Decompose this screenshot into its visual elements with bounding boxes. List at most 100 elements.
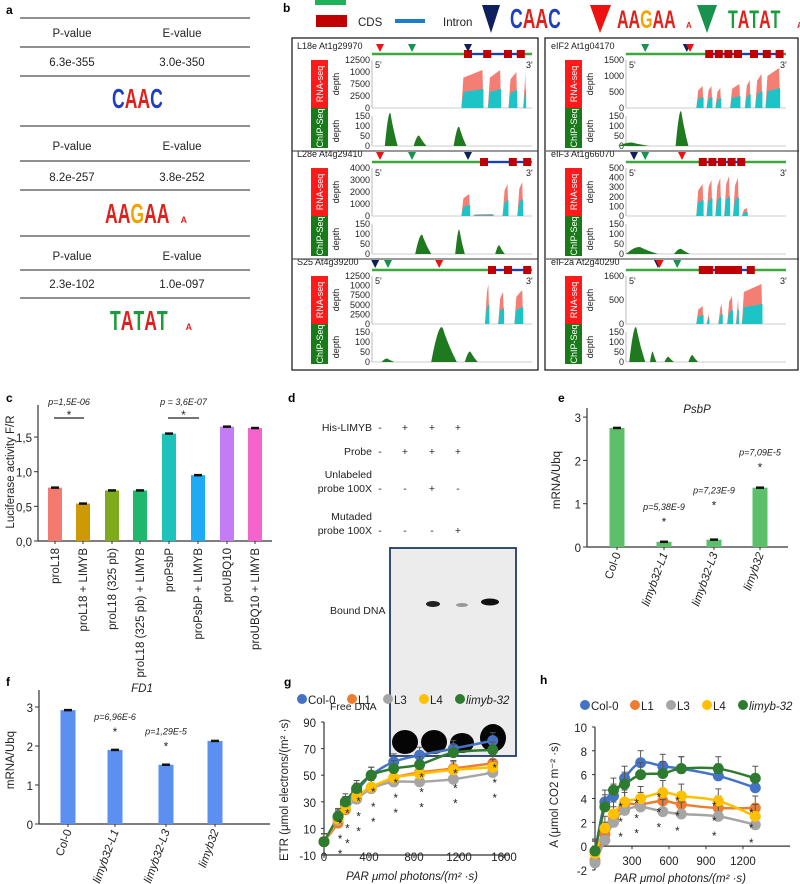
rna-coverage-unique [724,196,731,216]
y-tick-label: 0 [575,543,581,555]
rna-coverage-unique [523,88,527,108]
data-point [749,819,761,831]
rna-tick-label: 2500 [350,309,370,319]
motif-marker-icon [464,152,472,160]
data-point [619,804,631,816]
x-tick-label: 1200 [730,856,756,868]
rna-tick-label: 5000 [350,300,370,310]
rna-tick-label: 12500 [345,55,370,65]
motif-marker-icon [641,44,650,52]
chip-seq-label-block [565,216,582,256]
chip-depth-label: depth [585,228,595,251]
rna-tick-label: 1000 [350,67,370,77]
x-tick-label: proPsbP [164,548,176,592]
significance-star: * [758,463,763,475]
significance-star: * [356,796,361,808]
data-point [749,772,761,784]
data-point [339,796,351,808]
chip-peak [495,245,505,254]
bar [133,490,147,541]
rna-depth-label: depth [331,289,341,312]
y-tick-label: 0,0 [16,537,32,549]
pvalue-3: 2.3e-102 [49,279,94,291]
significance-star: * [618,802,623,814]
y-tick-label: 90 [303,718,316,730]
emsa-sign: + [402,422,408,434]
data-point [365,769,377,781]
chip-seq-label-block [311,324,328,364]
legend-label: L3 [677,701,690,713]
legend-label: L1 [641,701,654,713]
data-point [414,759,426,771]
bar [706,539,722,547]
chip-tick-label: 100 [355,337,370,347]
bar [191,475,205,541]
emsa-sign: - [378,422,382,434]
chip-peak [650,351,657,362]
chip-tick-label: 50 [614,131,624,141]
logo-letters: TATAT [110,305,168,336]
significance-star: * [675,796,680,808]
data-point [351,790,363,802]
x-tick-label: proL18 + LIMYB [78,548,90,632]
rna-tick-label: 7500 [350,79,370,89]
motif-marker-icon [435,260,444,268]
data-point [599,834,611,846]
chip-peak [618,142,650,146]
rna-coverage-unique [715,197,722,216]
motif-logo-tatat: TATAT A [110,305,193,336]
rna-coverage-unique [741,212,748,216]
co2-assimilation-chart: -2024681003006009001200PAR μmol photons/… [549,700,793,884]
rna-coverage-unique [696,97,704,108]
rna-coverage-unique [461,89,484,108]
chip-tick-label: 100 [609,337,624,347]
bar [60,710,76,824]
rna-coverage-unique [461,205,471,216]
legend-marker [738,700,748,710]
legend-logo-tatat: TATAT A [728,7,800,34]
rna-coverage-unique [730,96,741,108]
significance-star: * [371,817,376,829]
logo-letters: CAAC [112,83,163,114]
y-tick-label: 2 [581,818,587,830]
motif-caac-triangle-icon [482,5,500,33]
significance-star: * [493,793,498,805]
rna-tick-label: 1000 [604,71,624,81]
legend-label: limyb-32 [466,695,510,707]
cds-exon [708,158,717,166]
significance-star: * [394,793,399,805]
cds-exon [734,50,742,58]
significance-star: * [164,742,169,754]
header-pvalue: P-value [53,251,92,263]
chip-tick-label: 150 [355,219,370,229]
chip-tick-label: 50 [360,239,370,249]
p-value-label: p=7,23E-9 [692,486,735,496]
p-value-label: p = 3,6E-07 [159,397,208,407]
legend-label: Col-0 [591,701,618,713]
bound-band [426,601,440,607]
cds-exon [727,158,736,166]
rna-coverage-unique [517,199,524,216]
x-axis-title: PAR μmol photons/(m² ·s) [614,873,746,884]
significance-star: * [345,838,350,850]
free-band [421,730,447,754]
psbp-chart: 0 1 2 3 mRNA/Ubq PsbP Col-0 limyb32-L1 p=5,38E-9… [551,404,788,608]
y-tick-label: 3 [27,703,33,715]
logo-minor-letters: A [797,21,800,30]
y-axis-title: Luciferase activity F/R [5,415,17,528]
rna-tick-label: 300 [609,182,624,192]
logo-letters: AAGAA [617,7,676,34]
rna-seq-label: RNA-seq [569,282,579,319]
p-value-label: p=5,38E-9 [642,502,685,512]
bar [158,764,174,824]
significance-star: * [338,834,343,846]
bar [609,427,625,547]
rna-tick-label: 200 [609,192,624,202]
rna-coverage-unique [755,91,763,108]
gene-name: L18e At1g29970 [297,41,363,51]
data-point [351,783,363,794]
emsa-conditions: His-LIMYB - + + +Probe - + + +Unlabeled probe 100… [318,422,461,537]
rna-seq-label-block [311,276,328,324]
chip-peak [664,356,674,362]
emsa-row-label: Probe [344,446,372,458]
